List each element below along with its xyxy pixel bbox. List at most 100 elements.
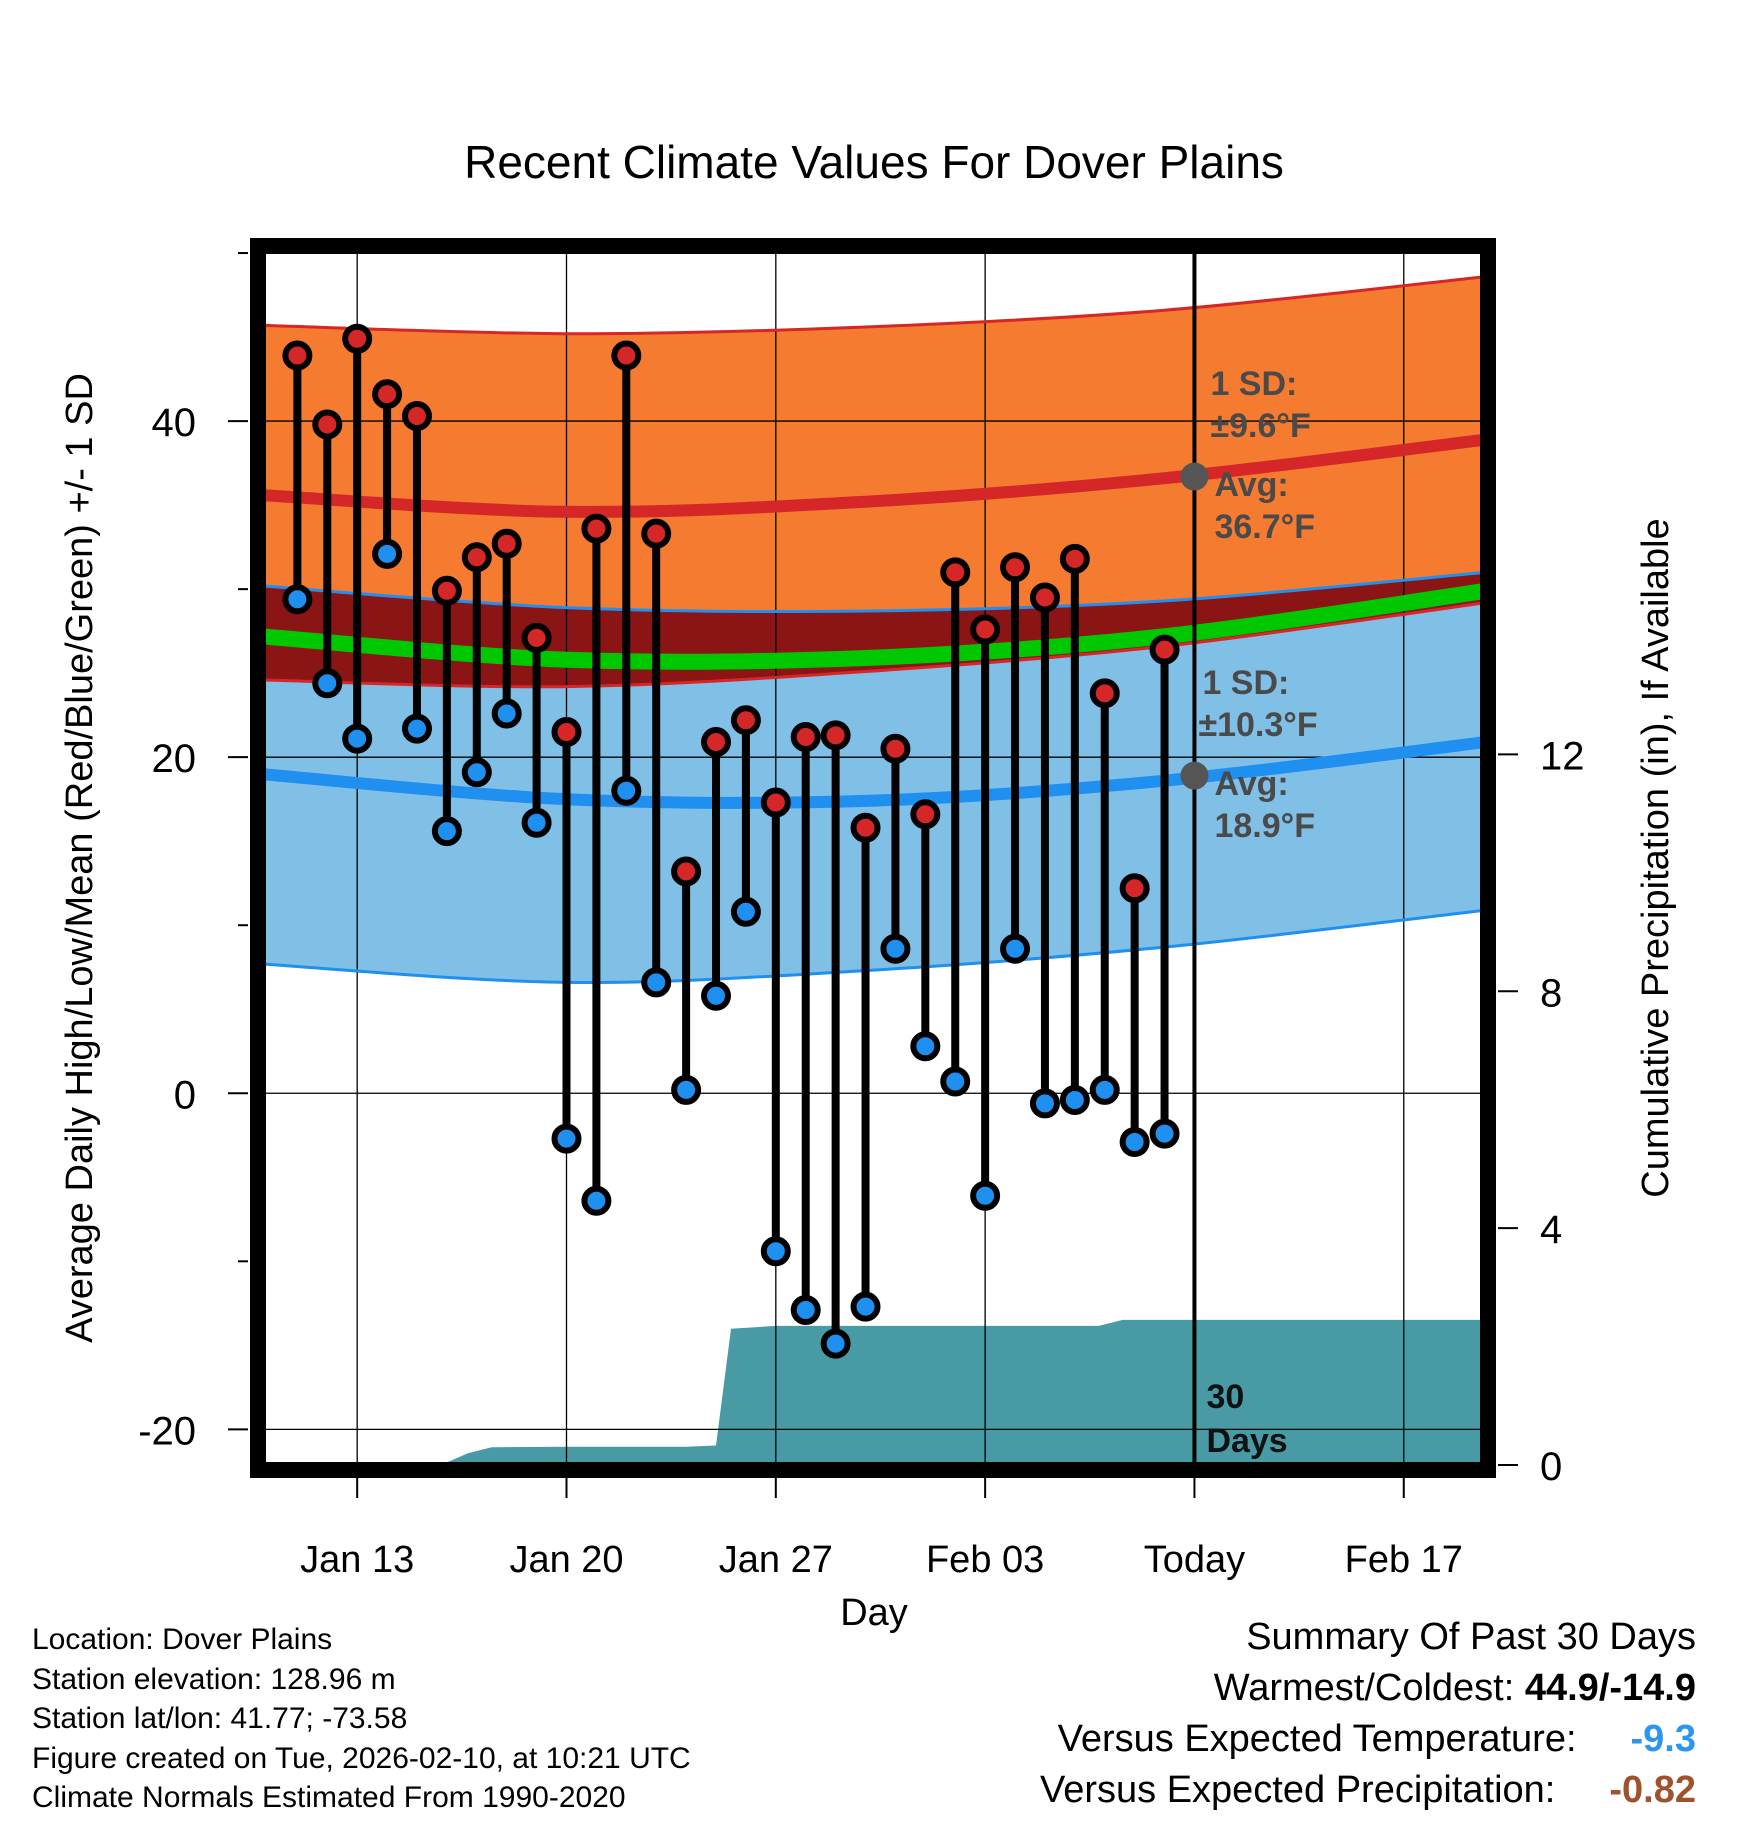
vs-precip-value: -0.82 [1609, 1769, 1696, 1811]
daily-low-point [850, 1291, 881, 1322]
info-latlon: Station lat/lon: 41.77; -73.58 [32, 1702, 408, 1735]
daily-high-point [641, 518, 672, 549]
low-avg-value: 18.9°F [1214, 807, 1315, 845]
y-tick-label-left: -20 [138, 1409, 196, 1453]
daily-low-point [491, 698, 522, 729]
daily-high-point [880, 733, 911, 764]
period-unit: Days [1206, 1422, 1287, 1460]
daily-high-point [372, 379, 403, 410]
daily-high-point [820, 720, 851, 751]
daily-low-point [581, 1185, 612, 1216]
info-normals: Climate Normals Estimated From 1990-2020 [32, 1781, 626, 1814]
low-sd-value: ±10.3°F [1198, 706, 1317, 744]
daily-high-point [401, 401, 432, 432]
daily-high-point [940, 557, 971, 588]
daily-low-point [671, 1074, 702, 1105]
normal-mean-line [260, 582, 1486, 670]
daily-low-point [461, 757, 492, 788]
daily-low-point [790, 1295, 821, 1326]
normal-high-lower-line [260, 570, 1486, 614]
daily-low-point [521, 807, 552, 838]
daily-high-point [521, 622, 552, 653]
daily-low-point [1029, 1088, 1060, 1119]
vs-temp-value: -9.3 [1630, 1718, 1696, 1760]
x-tick-label: Jan 20 [509, 1539, 623, 1581]
daily-high-point [760, 787, 791, 818]
daily-low-point [312, 668, 343, 699]
y-tick-label-right: 8 [1540, 971, 1562, 1015]
daily-high-point [730, 705, 761, 736]
chart-title: Recent Climate Values For Dover Plains [464, 136, 1284, 188]
info-location: Location: Dover Plains [32, 1623, 333, 1656]
summary-vs-precip: Versus Expected Precipitation: -0.82 [1040, 1765, 1696, 1816]
y-tick-label-right: 12 [1540, 734, 1585, 778]
daily-high-point [850, 812, 881, 843]
daily-high-point [970, 614, 1001, 645]
y-tick-label-right: 0 [1540, 1445, 1562, 1489]
summary-warm-cold: Warmest/Coldest: 44.9/-14.9 [1040, 1663, 1696, 1714]
daily-low-point [970, 1180, 1001, 1211]
daily-low-point [1000, 933, 1031, 964]
daily-high-point [671, 856, 702, 887]
summary-panel: Summary Of Past 30 Days Warmest/Coldest:… [1040, 1612, 1696, 1816]
daily-high-point [790, 722, 821, 753]
daily-low-point [730, 896, 761, 927]
daily-high-point [611, 340, 642, 371]
vs-precip-label: Versus Expected Precipitation: [1039, 1769, 1556, 1811]
daily-low-point [880, 933, 911, 964]
normal-high-upper-line [260, 275, 1486, 336]
daily-low-point [701, 980, 732, 1011]
daily-low-point [1149, 1118, 1180, 1149]
daily-low-point [342, 723, 373, 754]
high-avg-value: 36.7°F [1214, 508, 1315, 546]
daily-high-point [1089, 678, 1120, 709]
daily-low-point [282, 584, 313, 615]
y-axis-label-right: Cumulative Precipitation (in), If Availa… [1635, 518, 1677, 1197]
info-created: Figure created on Tue, 2026-02-10, at 10… [32, 1741, 691, 1775]
normal-low-mean-line [260, 736, 1486, 809]
daily-low-point [760, 1236, 791, 1267]
daily-low-point [820, 1328, 851, 1359]
normal-low-upper-line [260, 601, 1486, 689]
daily-high-point [1059, 543, 1090, 574]
y-tick-label-left: 40 [152, 401, 197, 445]
summary-title: Summary Of Past 30 Days [1246, 1616, 1696, 1658]
daily-high-point [282, 340, 313, 371]
x-tick-label: Today [1144, 1539, 1245, 1581]
period-number: 30 [1206, 1378, 1244, 1416]
y-axis-label-left: Average Daily High/Low/Mean (Red/Blue/Gr… [59, 373, 101, 1343]
y-tick-label-left: 0 [174, 1073, 196, 1117]
daily-high-point [461, 542, 492, 573]
daily-high-point [1000, 552, 1031, 583]
info-elevation: Station elevation: 128.96 m [32, 1662, 396, 1696]
daily-low-point [940, 1066, 971, 1097]
daily-high-point [342, 323, 373, 354]
daily-high-point [431, 575, 462, 606]
daily-high-point [1119, 873, 1150, 904]
daily-high-point [701, 727, 732, 758]
daily-low-point [551, 1123, 582, 1154]
daily-low-point [431, 816, 462, 847]
station-info: Location: Dover Plains Station elevation… [32, 1620, 691, 1818]
x-tick-label: Jan 27 [719, 1539, 833, 1581]
daily-low-point [1119, 1126, 1150, 1157]
daily-high-point [910, 799, 941, 830]
x-tick-label: Jan 13 [300, 1539, 414, 1581]
x-axis-label: Day [840, 1592, 908, 1634]
daily-high-point [1149, 634, 1180, 665]
high-sd-value: ±9.6°F [1210, 407, 1310, 445]
today-high-avg-marker [1180, 462, 1209, 491]
vs-temp-label: Versus Expected Temperature: [1057, 1718, 1577, 1760]
daily-low-point [372, 538, 403, 569]
x-tick-label: Feb 03 [926, 1539, 1044, 1581]
high-sd-title: 1 SD: [1210, 365, 1297, 403]
summary-vs-temp: Versus Expected Temperature: -9.3 [1040, 1714, 1696, 1765]
x-tick-label: Feb 17 [1345, 1539, 1463, 1581]
daily-low-point [641, 967, 672, 998]
warm-cold-value: 44.9/-14.9 [1524, 1667, 1696, 1709]
daily-high-point [551, 716, 582, 747]
y-tick-label-left: 20 [152, 737, 197, 781]
precip-area [440, 1319, 1486, 1468]
normal-high-mean-line [260, 433, 1486, 518]
